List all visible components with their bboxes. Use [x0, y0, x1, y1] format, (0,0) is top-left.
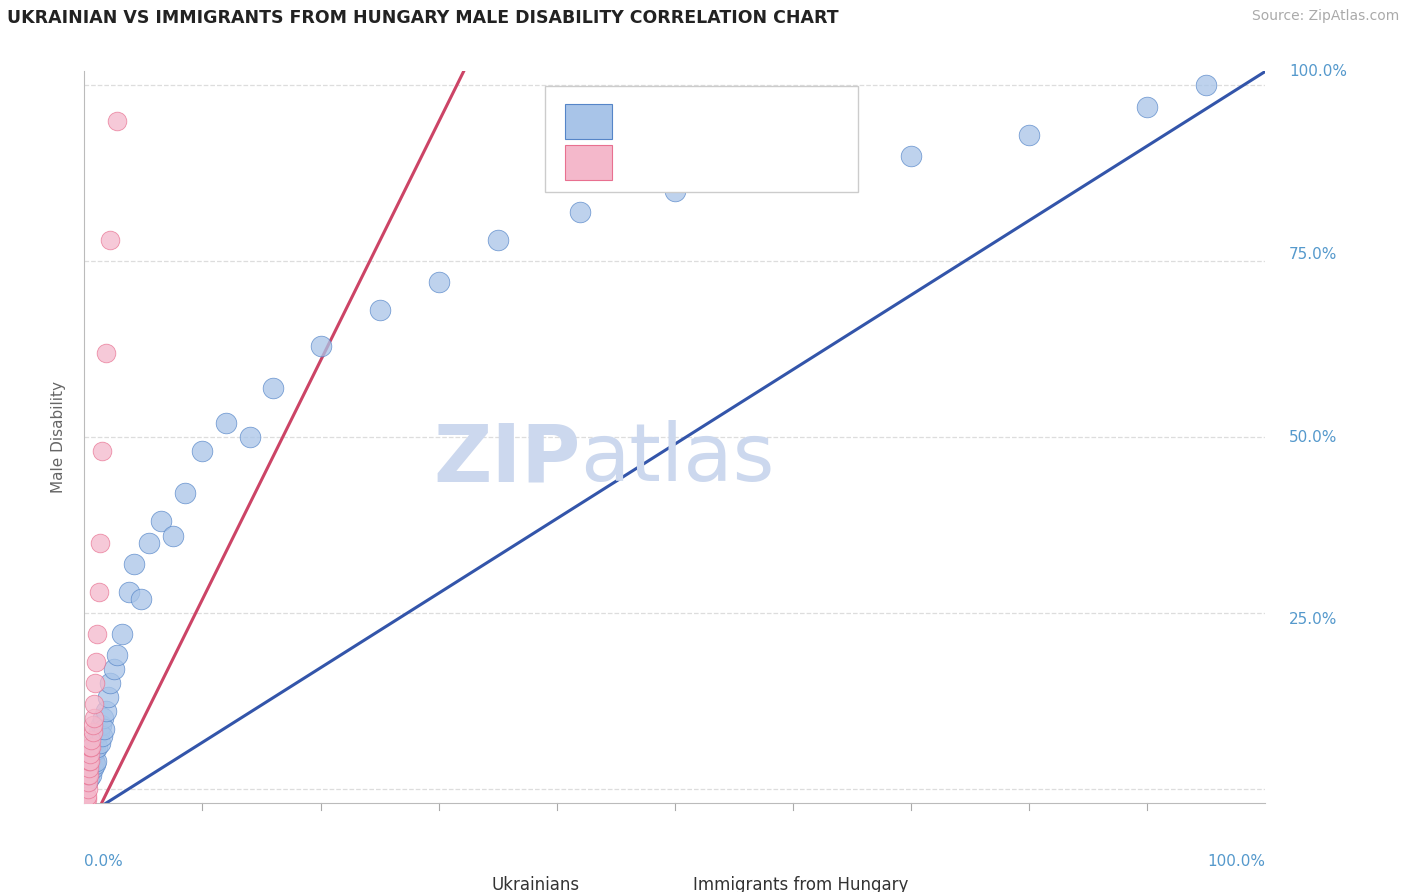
FancyBboxPatch shape [546, 86, 858, 192]
Point [80, 732, 103, 747]
Point [77, 767, 100, 781]
Point [76, 792, 98, 806]
Point [79, 739, 101, 754]
Point [107, 113, 129, 128]
Point [162, 528, 184, 542]
Point [1136, 99, 1159, 113]
Point [83, 754, 105, 768]
Point [90, 718, 112, 732]
Point [87, 584, 110, 599]
Point [262, 381, 284, 395]
Point [191, 444, 214, 458]
Point [1018, 128, 1040, 142]
Point [77, 761, 100, 775]
Point [87, 725, 110, 739]
Point [76, 789, 98, 803]
Point [900, 149, 922, 163]
Point [77, 767, 100, 781]
Point [173, 486, 195, 500]
Point [83, 711, 105, 725]
Point [79, 761, 101, 775]
Point [79, 754, 101, 768]
Text: Ukrainians: Ukrainians [492, 877, 579, 892]
Point [79, 764, 101, 779]
Point [150, 515, 173, 529]
Point [77, 781, 100, 796]
Point [84, 754, 107, 768]
Point [77, 767, 100, 781]
Point [75, 796, 97, 810]
Point [84, 732, 107, 747]
Point [76, 774, 98, 789]
Point [129, 591, 152, 606]
Text: UKRAINIAN VS IMMIGRANTS FROM HUNGARY MALE DISABILITY CORRELATION CHART: UKRAINIAN VS IMMIGRANTS FROM HUNGARY MAL… [7, 9, 838, 27]
Text: ZIP: ZIP [433, 420, 581, 498]
Point [107, 648, 129, 662]
Point [84, 676, 107, 690]
Text: Source: ZipAtlas.com: Source: ZipAtlas.com [1251, 9, 1399, 23]
Text: 100.0%: 100.0% [1289, 64, 1347, 78]
Point [138, 535, 160, 549]
Point [82, 747, 104, 761]
Text: 0.0%: 0.0% [84, 854, 124, 869]
Text: 75.0%: 75.0% [1289, 247, 1337, 261]
Point [122, 557, 145, 571]
Text: R =  0.819    N =  50: R = 0.819 N = 50 [627, 112, 838, 129]
Point [86, 627, 108, 641]
Point [79, 747, 101, 761]
Point [82, 718, 104, 732]
Point [80, 754, 103, 768]
Point [89, 736, 111, 750]
Point [80, 739, 103, 754]
Bar [645, 871, 683, 892]
Point [118, 584, 141, 599]
Point [98, 676, 121, 690]
Point [84, 655, 107, 669]
Point [77, 754, 100, 768]
Point [80, 767, 103, 781]
Point [83, 698, 105, 712]
Point [84, 743, 107, 757]
Point [427, 276, 450, 290]
Text: 50.0%: 50.0% [1289, 430, 1337, 444]
Point [94, 705, 117, 719]
Y-axis label: Male Disability: Male Disability [51, 381, 66, 493]
Point [1195, 78, 1218, 93]
Point [82, 761, 104, 775]
Text: Immigrants from Hungary: Immigrants from Hungary [693, 877, 908, 892]
Bar [565, 103, 612, 138]
Point [89, 535, 111, 549]
Point [77, 774, 100, 789]
Point [111, 627, 134, 641]
Point [93, 722, 115, 736]
Point [97, 690, 120, 705]
Point [239, 430, 262, 444]
Bar [565, 145, 612, 179]
Point [82, 725, 104, 739]
Point [94, 345, 117, 359]
Point [77, 771, 100, 785]
Point [91, 711, 114, 725]
Bar [444, 871, 482, 892]
Text: R =  0.908    N =  27: R = 0.908 N = 27 [627, 153, 838, 170]
Point [368, 303, 391, 318]
Point [84, 757, 107, 772]
Point [91, 729, 114, 743]
Text: 25.0%: 25.0% [1289, 613, 1337, 627]
Text: 100.0%: 100.0% [1208, 854, 1265, 869]
Point [86, 739, 108, 754]
Point [486, 233, 509, 247]
Point [98, 233, 121, 247]
Point [664, 184, 686, 198]
Point [215, 416, 238, 430]
Point [569, 205, 592, 219]
Point [83, 739, 105, 754]
Point [309, 339, 332, 353]
Point [91, 444, 114, 458]
Point [782, 162, 804, 177]
Text: atlas: atlas [581, 420, 775, 498]
Point [103, 662, 125, 676]
